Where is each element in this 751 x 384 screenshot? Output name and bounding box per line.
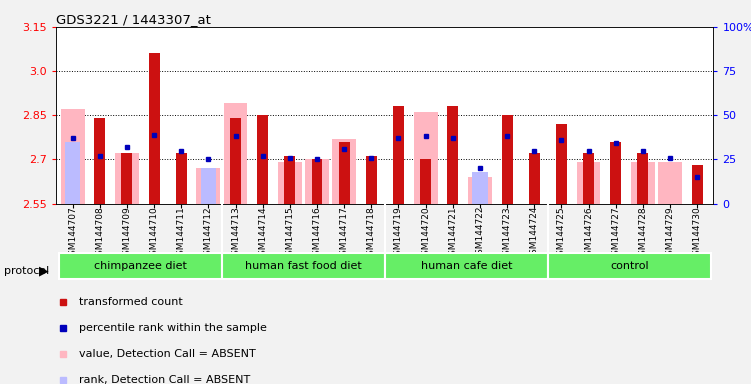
- Bar: [502, 115, 512, 204]
- Text: human cafe diet: human cafe diet: [421, 261, 512, 271]
- Text: GSM144726: GSM144726: [584, 206, 593, 261]
- Text: GSM144722: GSM144722: [475, 206, 484, 260]
- Bar: [529, 154, 540, 204]
- Text: GSM144709: GSM144709: [122, 206, 131, 261]
- Text: GSM144723: GSM144723: [502, 206, 511, 261]
- Text: transformed count: transformed count: [80, 297, 183, 307]
- Bar: [611, 142, 621, 204]
- Text: GSM144730: GSM144730: [692, 206, 701, 261]
- Text: GSM144707: GSM144707: [68, 206, 77, 261]
- Bar: [61, 109, 85, 204]
- Bar: [631, 162, 655, 204]
- Bar: [577, 162, 601, 204]
- Text: GSM144717: GSM144717: [339, 206, 348, 261]
- Bar: [366, 156, 377, 204]
- Text: chimpanzee diet: chimpanzee diet: [94, 261, 187, 271]
- Bar: [332, 139, 356, 204]
- Text: GSM144727: GSM144727: [611, 206, 620, 261]
- Bar: [472, 172, 487, 204]
- Text: GSM144721: GSM144721: [448, 206, 457, 261]
- Bar: [285, 156, 295, 204]
- Bar: [414, 112, 438, 204]
- Text: GDS3221 / 1443307_at: GDS3221 / 1443307_at: [56, 13, 211, 26]
- Bar: [176, 154, 187, 204]
- Bar: [448, 106, 458, 204]
- Bar: [692, 165, 703, 204]
- Bar: [201, 168, 216, 204]
- Bar: [339, 142, 349, 204]
- Text: GSM144714: GSM144714: [258, 206, 267, 261]
- Bar: [258, 115, 268, 204]
- Text: protocol: protocol: [4, 266, 49, 276]
- Bar: [149, 53, 159, 204]
- Bar: [312, 159, 322, 204]
- Text: GSM144715: GSM144715: [285, 206, 294, 261]
- FancyBboxPatch shape: [385, 253, 547, 279]
- Text: GSM144713: GSM144713: [231, 206, 240, 261]
- Text: ▶: ▶: [39, 264, 49, 277]
- Bar: [230, 118, 241, 204]
- Text: percentile rank within the sample: percentile rank within the sample: [80, 323, 267, 333]
- Text: human fast food diet: human fast food diet: [245, 261, 362, 271]
- Bar: [421, 159, 431, 204]
- Bar: [65, 142, 80, 204]
- Text: GSM144711: GSM144711: [176, 206, 185, 261]
- Text: GSM144729: GSM144729: [665, 206, 674, 261]
- Text: GSM144718: GSM144718: [366, 206, 376, 261]
- Bar: [224, 103, 248, 204]
- Text: GSM144708: GSM144708: [95, 206, 104, 261]
- Bar: [556, 124, 567, 204]
- Text: GSM144720: GSM144720: [421, 206, 430, 261]
- Text: GSM144716: GSM144716: [312, 206, 321, 261]
- Bar: [95, 118, 105, 204]
- Bar: [115, 154, 139, 204]
- Bar: [393, 106, 404, 204]
- Text: control: control: [610, 261, 649, 271]
- Text: GSM144710: GSM144710: [149, 206, 158, 261]
- Bar: [583, 154, 594, 204]
- Text: GSM144728: GSM144728: [638, 206, 647, 261]
- Bar: [468, 177, 492, 204]
- Bar: [305, 159, 329, 204]
- Text: GSM144725: GSM144725: [557, 206, 566, 261]
- Bar: [278, 162, 302, 204]
- Text: value, Detection Call = ABSENT: value, Detection Call = ABSENT: [80, 349, 256, 359]
- Bar: [197, 168, 220, 204]
- Text: GSM144712: GSM144712: [204, 206, 213, 261]
- Bar: [122, 154, 132, 204]
- Bar: [658, 162, 682, 204]
- FancyBboxPatch shape: [222, 253, 385, 279]
- FancyBboxPatch shape: [547, 253, 710, 279]
- Text: rank, Detection Call = ABSENT: rank, Detection Call = ABSENT: [80, 375, 251, 384]
- Text: GSM144719: GSM144719: [394, 206, 403, 261]
- FancyBboxPatch shape: [59, 253, 222, 279]
- Bar: [638, 154, 648, 204]
- Text: GSM144724: GSM144724: [529, 206, 538, 260]
